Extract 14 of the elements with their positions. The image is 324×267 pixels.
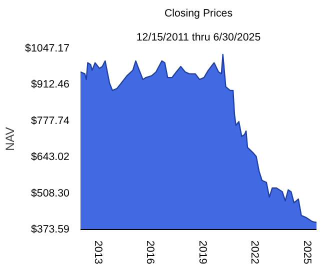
x-tick-label: 2022 bbox=[248, 240, 261, 264]
x-tick-label: 2025 bbox=[300, 240, 313, 264]
y-tick-label: $912.46 bbox=[30, 78, 70, 91]
y-tick-label: $777.74 bbox=[30, 114, 70, 127]
y-tick-label: $508.30 bbox=[30, 187, 70, 200]
x-tick-label: 2013 bbox=[92, 240, 104, 264]
chart-subtitle: 12/15/2011 thru 6/30/2025 bbox=[136, 32, 261, 44]
x-tick-label: 2016 bbox=[144, 240, 156, 264]
y-tick-label: $643.02 bbox=[30, 151, 70, 164]
chart-title: Closing Prices bbox=[164, 8, 233, 20]
y-axis-title: NAV bbox=[3, 127, 18, 151]
y-tick-label: $373.59 bbox=[30, 224, 70, 236]
y-tick-label: $1047.17 bbox=[25, 42, 70, 54]
x-tick-label: 2019 bbox=[196, 240, 208, 264]
